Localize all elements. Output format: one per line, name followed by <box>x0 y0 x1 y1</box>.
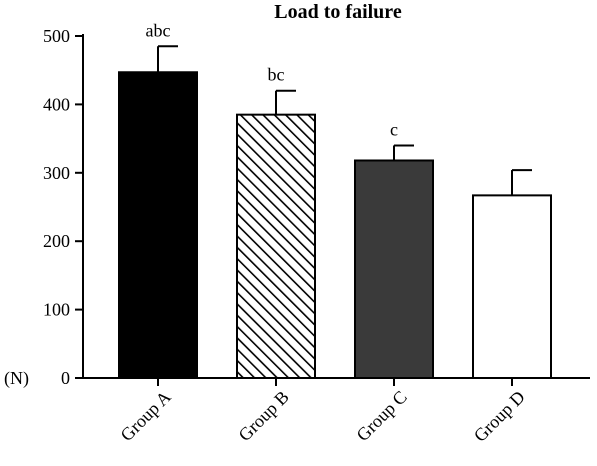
y-tick-label: 200 <box>43 231 70 251</box>
bar-group-a <box>118 71 198 379</box>
chart-title: Load to failure <box>274 1 402 23</box>
y-tick-label: 0 <box>61 368 70 388</box>
x-tick-label-group-d: Group D <box>470 387 529 446</box>
y-tick-label: 100 <box>43 300 70 320</box>
x-tick-label-group-a: Group A <box>116 387 174 445</box>
significance-label-group-b: bc <box>268 65 285 85</box>
y-tick-label: 400 <box>43 94 70 114</box>
y-tick-label: 300 <box>43 163 70 183</box>
y-tick-label: 500 <box>43 26 70 46</box>
significance-label-group-a: abc <box>146 20 171 40</box>
significance-label-group-c: c <box>390 119 398 139</box>
bar-group-d <box>472 194 552 379</box>
bars: abc bc c <box>118 20 552 379</box>
bar-group-b <box>236 113 316 379</box>
y-axis-unit-label: (N) <box>4 368 29 389</box>
bar-group-c <box>354 159 434 379</box>
x-tick-label-group-b: Group B <box>234 387 292 445</box>
x-tick-label-group-c: Group C <box>352 387 410 445</box>
